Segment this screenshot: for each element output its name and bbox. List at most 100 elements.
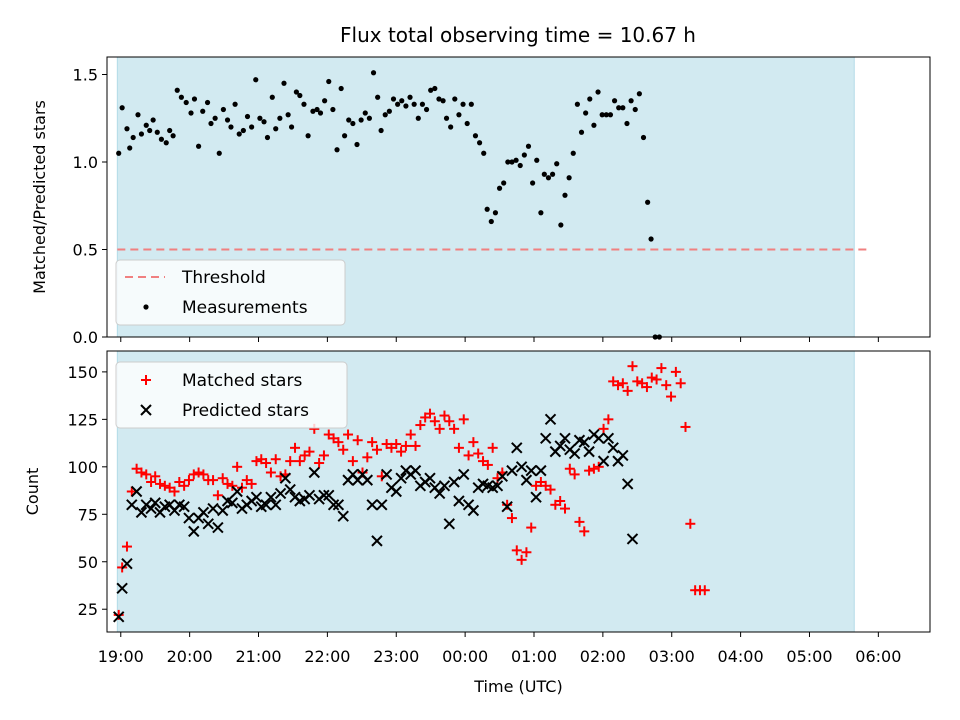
- measurement-point: [562, 192, 568, 198]
- predicted-star-marker: [113, 611, 125, 623]
- predicted-x-b: [409, 464, 422, 477]
- predicted-star-marker: [183, 512, 195, 524]
- legend-measurements-label: Measurements: [182, 298, 308, 318]
- predicted-x-b: [135, 506, 148, 519]
- measurement-point: [620, 105, 626, 111]
- predicted-x-b: [265, 491, 277, 503]
- measurement-point: [570, 150, 576, 156]
- matched-star-marker: [212, 490, 223, 501]
- matched-star-marker: [333, 437, 344, 448]
- bottom-ytick-label: 75: [78, 505, 98, 524]
- matched-star-marker: [453, 442, 464, 453]
- predicted-x-b: [525, 464, 537, 477]
- matched-star-marker: [463, 450, 474, 461]
- matched-star-marker: [444, 416, 455, 427]
- measurement-point: [147, 127, 153, 134]
- matched-star-marker: [314, 458, 325, 469]
- measurement-point: [178, 94, 184, 100]
- predicted-star-marker: [525, 464, 537, 477]
- predicted-x-b: [347, 468, 359, 481]
- matched-star-marker: [685, 518, 696, 529]
- measurement-point: [116, 150, 122, 156]
- bottom-ytick-label: 50: [78, 553, 98, 572]
- predicted-x-b: [121, 557, 133, 570]
- predicted-star-marker: [327, 499, 340, 511]
- predicted-star-marker: [520, 474, 533, 486]
- bottom-xtick-label: 21:00: [235, 647, 281, 666]
- measurement-point: [257, 115, 263, 121]
- predicted-x-b: [626, 533, 639, 545]
- matched-star-marker: [545, 484, 556, 495]
- predicted-x-b: [453, 495, 465, 507]
- matched-star-marker: [410, 440, 421, 451]
- predicted-star-marker: [554, 440, 566, 452]
- measurement-point: [346, 117, 352, 123]
- matched-star-marker: [680, 421, 691, 432]
- measurement-point: [554, 161, 560, 167]
- measurement-point: [362, 110, 368, 116]
- predicted-star-marker: [602, 432, 615, 445]
- measurement-point: [386, 108, 392, 114]
- measurement-point: [244, 113, 251, 120]
- bottom-ytick-label: 100: [67, 458, 98, 477]
- measurement-point: [232, 101, 238, 107]
- measurement-point: [317, 110, 324, 116]
- measurement-point: [476, 140, 483, 146]
- bottom-axes-frame: [106, 350, 931, 633]
- predicted-x-b: [621, 478, 634, 490]
- measurement-point: [322, 98, 328, 104]
- measurement-point: [130, 134, 136, 141]
- predicted-star-marker: [626, 533, 639, 545]
- measurement-point: [440, 98, 446, 104]
- measurement-point: [138, 131, 145, 137]
- bottom-legend: Matched stars Predicted stars: [115, 361, 348, 429]
- matched-star-marker: [222, 478, 233, 489]
- predicted-x-b: [602, 432, 615, 445]
- matched-star-marker: [290, 442, 301, 453]
- matched-star-marker: [434, 423, 445, 434]
- measurement-point: [154, 129, 160, 135]
- measurement-point: [403, 103, 409, 109]
- matched-star-marker: [425, 408, 436, 419]
- predicted-star-marker: [149, 497, 161, 509]
- predicted-x-b: [212, 521, 224, 534]
- measurement-point: [135, 112, 141, 118]
- predicted-x-b: [395, 472, 407, 484]
- measurement-point: [456, 112, 462, 118]
- measurement-point: [443, 115, 450, 121]
- predicted-x-b: [617, 449, 629, 462]
- measurement-point: [200, 108, 206, 114]
- matched-star-marker: [646, 372, 657, 383]
- predicted-x-b: [178, 500, 190, 513]
- predicted-star-marker: [274, 487, 287, 500]
- measurement-point: [419, 101, 426, 107]
- bottom-ytick-label: 125: [67, 410, 98, 429]
- measurement-point: [264, 134, 271, 141]
- predicted-star-marker: [583, 445, 595, 458]
- predicted-x-b: [506, 464, 518, 477]
- matched-star-marker: [641, 382, 652, 393]
- measurement-point: [216, 150, 222, 156]
- measurement-point: [191, 96, 198, 102]
- measurement-point: [616, 105, 622, 111]
- measurement-point: [277, 115, 283, 121]
- matched-star-marker: [666, 391, 677, 402]
- predicted-x-b: [308, 466, 321, 479]
- legend-measurement-swatch: [143, 304, 149, 310]
- predicted-x-b: [554, 440, 566, 452]
- measurement-point: [240, 127, 246, 134]
- matched-star-marker: [338, 444, 349, 455]
- measurement-point: [525, 143, 532, 149]
- predicted-x-b: [145, 502, 157, 515]
- matched-star-marker: [699, 585, 710, 596]
- predicted-x-b: [380, 468, 393, 481]
- measurement-point: [330, 106, 336, 113]
- bottom-xtick-label: 03:00: [649, 647, 695, 666]
- matched-star-marker: [217, 473, 228, 484]
- predicted-x-b: [337, 510, 349, 522]
- predicted-x-b: [163, 499, 176, 511]
- measurement-point: [399, 98, 405, 104]
- measurement-point: [428, 87, 434, 93]
- measurement-point: [436, 96, 442, 102]
- predicted-star-marker: [135, 506, 148, 519]
